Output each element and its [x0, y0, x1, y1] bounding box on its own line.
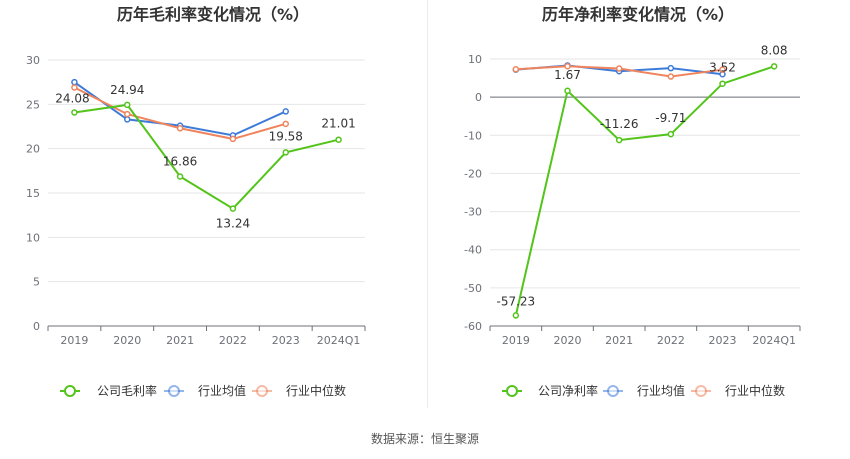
data-label: -9.71	[655, 111, 686, 125]
x-tick-label: 2019	[502, 334, 530, 347]
y-tick-label: 0	[33, 320, 40, 333]
x-tick-label: 2020	[113, 334, 141, 347]
data-point[interactable]	[176, 173, 184, 180]
legend-marker	[695, 385, 707, 397]
y-tick-label: 0	[475, 91, 482, 104]
legend-item[interactable]: 行业均值	[164, 383, 246, 398]
y-tick-label: -60	[464, 320, 482, 333]
y-tick-label: 30	[26, 54, 40, 67]
y-tick-label: -10	[464, 129, 482, 142]
data-label: 16.86	[163, 155, 197, 169]
y-tick-label: -30	[464, 206, 482, 219]
y-tick-label: 10	[26, 231, 40, 244]
chart-title: 历年毛利率变化情况（%）	[117, 5, 309, 24]
data-point[interactable]	[719, 80, 726, 87]
legend-item[interactable]: 公司毛利率	[60, 383, 157, 398]
series-公司净利率	[512, 63, 778, 319]
data-point[interactable]	[667, 64, 675, 72]
data-point[interactable]	[124, 110, 131, 118]
data-point[interactable]	[770, 63, 778, 70]
data-label: 8.08	[761, 43, 788, 57]
x-tick-label: 2023	[272, 334, 300, 347]
data-point[interactable]	[229, 205, 237, 212]
y-tick-label: -20	[464, 167, 482, 180]
y-tick-label: 10	[468, 53, 482, 66]
x-tick-label: 2022	[219, 334, 247, 347]
data-point[interactable]	[335, 136, 342, 143]
data-point[interactable]	[719, 66, 726, 73]
data-point[interactable]	[282, 120, 289, 128]
chart-1: 历年毛利率变化情况（%） 0 5 10 15 20 25 30 2019 2020 2021 2022…	[26, 5, 366, 398]
data-point[interactable]	[667, 130, 675, 138]
data-point[interactable]	[124, 116, 131, 123]
data-point[interactable]	[615, 65, 623, 72]
data-label: 3.52	[709, 61, 736, 75]
data-label: -57.23	[496, 294, 535, 308]
data-label: 19.58	[269, 129, 303, 143]
x-tick-label: 2021	[166, 334, 194, 347]
y-tick-label: 20	[26, 143, 40, 156]
data-point[interactable]	[71, 84, 78, 91]
x-tick-label: 2019	[60, 334, 88, 347]
data-label: 24.08	[55, 91, 89, 105]
data-point[interactable]	[282, 149, 289, 156]
legend-label: 行业中位数	[286, 383, 346, 398]
data-point[interactable]	[564, 62, 571, 70]
y-tick-label: 25	[26, 98, 40, 111]
data-point[interactable]	[229, 135, 237, 143]
legend-marker	[256, 385, 268, 397]
data-point[interactable]	[667, 73, 675, 80]
data-point[interactable]	[176, 125, 184, 132]
data-label: 1.67	[554, 68, 581, 82]
legend-marker	[64, 385, 76, 397]
data-label: 13.24	[216, 217, 250, 231]
y-tick-label: 15	[26, 187, 40, 200]
data-point[interactable]	[124, 101, 131, 109]
legend-item[interactable]: 行业均值	[603, 383, 685, 398]
y-tick-label: -50	[464, 282, 482, 295]
legend-marker	[506, 385, 518, 397]
legend-marker	[607, 385, 619, 397]
chart-title: 历年净利率变化情况（%）	[542, 5, 734, 24]
legend-label: 行业均值	[637, 383, 685, 398]
legend-label: 行业中位数	[725, 383, 785, 398]
legend-item[interactable]: 公司净利率	[502, 383, 598, 398]
legend-label: 公司净利率	[538, 383, 598, 398]
data-point[interactable]	[71, 78, 78, 86]
data-point[interactable]	[564, 87, 571, 95]
data-point[interactable]	[615, 136, 623, 144]
chart-2: 历年净利率变化情况（%） -60 -50 -40 -30 -20 -10 0 10 2019 202…	[464, 5, 801, 398]
x-tick-label: 2024Q1	[752, 334, 796, 347]
legend-label: 行业均值	[198, 383, 246, 398]
legend-item[interactable]: 行业中位数	[252, 383, 346, 398]
x-tick-label: 2023	[709, 334, 737, 347]
legend-marker	[168, 385, 180, 397]
series-行业中位数	[71, 84, 289, 143]
data-point[interactable]	[71, 109, 78, 116]
data-label: 24.94	[110, 83, 144, 97]
data-label: -11.26	[600, 117, 639, 131]
series-line	[514, 65, 775, 316]
data-point[interactable]	[512, 66, 520, 73]
y-tick-label: -40	[464, 244, 482, 257]
data-label: 21.01	[321, 117, 355, 131]
x-tick-label: 2024Q1	[317, 334, 361, 347]
y-tick-label: 5	[33, 276, 40, 289]
x-tick-label: 2021	[605, 334, 633, 347]
series-line	[74, 103, 339, 210]
chart-divider	[427, 0, 428, 408]
legend-label: 公司毛利率	[97, 383, 157, 398]
data-source-note: 数据来源：恒生聚源	[370, 432, 479, 446]
legend-item[interactable]: 行业中位数	[691, 383, 785, 398]
x-tick-label: 2022	[657, 334, 685, 347]
data-point[interactable]	[282, 108, 289, 115]
x-tick-label: 2020	[554, 334, 582, 347]
series-行业中位数	[512, 62, 726, 80]
data-point[interactable]	[512, 312, 520, 319]
series-公司毛利率	[71, 101, 342, 212]
